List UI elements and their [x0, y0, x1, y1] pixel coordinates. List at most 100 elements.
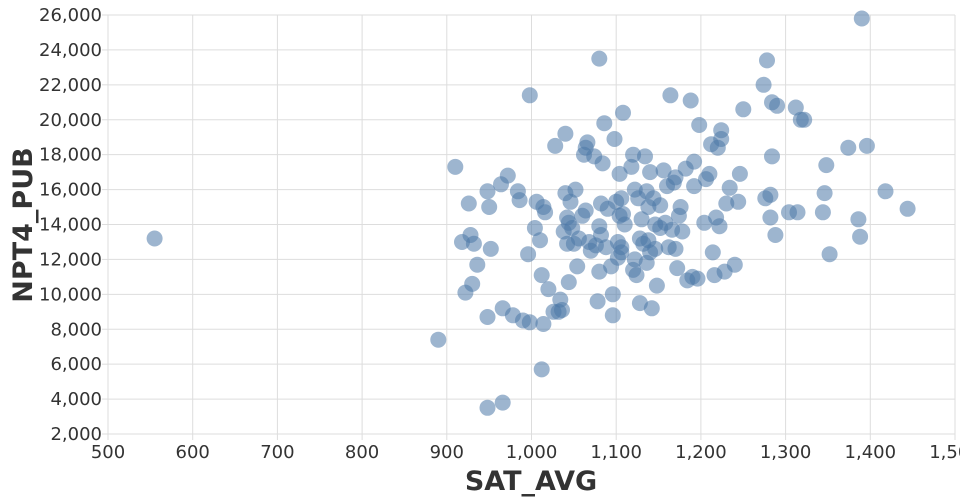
data-point [704, 244, 721, 261]
data-point [625, 146, 642, 163]
data-point [652, 197, 669, 214]
data-point [623, 158, 640, 175]
data-point [633, 211, 650, 228]
data-point [593, 227, 609, 243]
y-axis-title: NPT4_PUB [8, 147, 39, 302]
data-point [479, 183, 496, 200]
data-point [840, 139, 857, 156]
x-tick-label: 1,200 [675, 442, 727, 463]
y-axis-ticks: 2,000 4,000 6,000 8,000 10,000 12,000 14,000 16… [39, 5, 102, 445]
data-point [721, 179, 738, 196]
data-point [648, 277, 665, 294]
data-point [655, 162, 672, 179]
data-point [533, 361, 550, 378]
grid-layer [102, 14, 956, 440]
data-point [816, 185, 833, 202]
y-tick-label: 8,000 [50, 319, 102, 340]
data-point [713, 131, 730, 147]
data-point [686, 178, 703, 195]
x-tick-label: 800 [345, 442, 379, 463]
data-point [547, 137, 564, 154]
data-point [731, 165, 748, 182]
x-tick-label: 1,500 [929, 442, 960, 463]
data-point [899, 200, 916, 217]
y-tick-label: 26,000 [39, 5, 102, 26]
data-point [637, 148, 653, 165]
data-point [562, 193, 579, 210]
data-point [557, 125, 574, 142]
data-point [735, 101, 752, 118]
data-point [762, 209, 779, 226]
y-tick-label: 12,000 [39, 249, 102, 270]
data-point [787, 99, 804, 116]
data-point [560, 274, 577, 291]
data-point [767, 227, 784, 243]
y-tick-label: 22,000 [39, 75, 102, 96]
data-point [613, 190, 630, 207]
data-point [521, 314, 538, 331]
data-point [814, 204, 831, 221]
data-point [667, 240, 684, 257]
data-point [577, 202, 594, 219]
data-point [532, 232, 548, 249]
data-point [537, 204, 554, 221]
data-point [481, 199, 498, 215]
data-point [689, 270, 706, 287]
data-point [604, 286, 621, 303]
data-point [718, 195, 735, 212]
data-point [596, 115, 613, 132]
x-tick-label: 600 [176, 442, 210, 463]
data-point [430, 331, 447, 348]
data-point [850, 211, 867, 228]
data-point [769, 97, 786, 114]
data-point [146, 230, 163, 247]
data-point [682, 92, 699, 109]
y-tick-label: 20,000 [39, 110, 102, 131]
data-point [877, 183, 894, 200]
data-point [686, 153, 703, 170]
x-tick-label: 1,300 [760, 442, 812, 463]
data-point [759, 52, 775, 69]
data-point [711, 218, 728, 235]
data-point [613, 239, 630, 256]
x-tick-label: 1,100 [590, 442, 642, 463]
data-point [643, 300, 660, 317]
data-point [482, 240, 499, 257]
y-tick-label: 2,000 [50, 424, 102, 445]
y-tick-label: 4,000 [50, 389, 102, 410]
data-point [821, 246, 838, 263]
data-point [604, 307, 621, 324]
data-point [615, 104, 631, 121]
x-tick-label: 1,000 [506, 442, 558, 463]
data-point [853, 10, 870, 27]
data-point [701, 165, 718, 182]
data-point [594, 155, 611, 172]
data-point [642, 164, 659, 181]
data-point [762, 186, 779, 203]
y-tick-label: 6,000 [50, 354, 102, 375]
data-point [858, 137, 875, 154]
x-tick-label: 900 [430, 442, 464, 463]
y-tick-label: 14,000 [39, 215, 102, 236]
data-point [818, 157, 835, 174]
data-points [146, 10, 916, 416]
data-point [469, 256, 486, 273]
data-point [611, 165, 628, 182]
data-point [674, 223, 691, 240]
data-point [852, 228, 869, 245]
data-point [579, 134, 596, 151]
data-point [764, 148, 780, 165]
data-point [499, 167, 516, 184]
y-tick-label: 16,000 [39, 180, 102, 201]
y-tick-label: 10,000 [39, 284, 102, 305]
data-point [606, 131, 623, 147]
x-axis-ticks: 500 600 700 800 900 1,000 1,100 1,200 1,300 1,400… [91, 442, 960, 463]
data-point [569, 258, 586, 275]
data-point [755, 76, 772, 93]
data-point [591, 50, 608, 67]
data-point [796, 111, 813, 128]
y-tick-label: 24,000 [39, 40, 102, 61]
data-point [691, 117, 708, 133]
data-point [554, 302, 570, 318]
data-point [460, 195, 477, 212]
